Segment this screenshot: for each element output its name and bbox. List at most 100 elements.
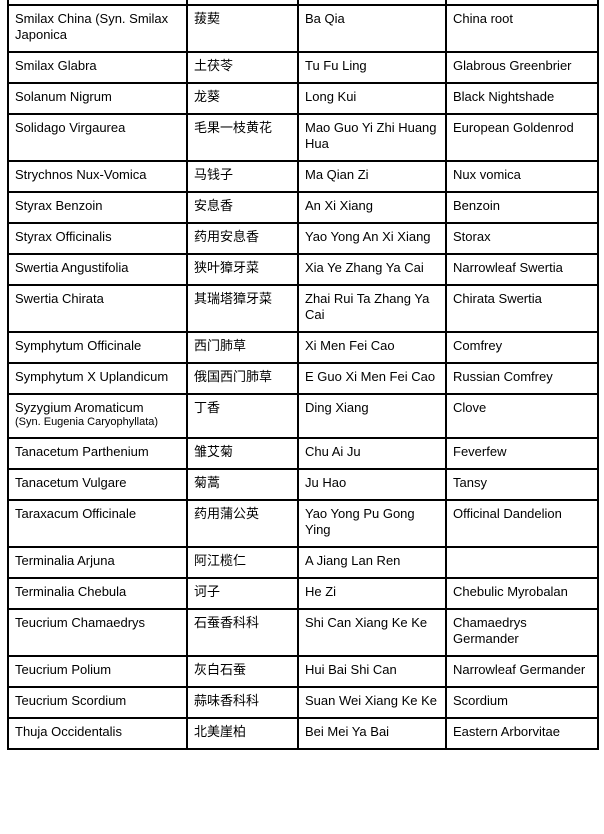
table-row: Strychnos Nux-Vomica 马钱子 Ma Qian Zi Nux vom…	[7, 160, 599, 193]
cell-chinese-name: 其瑞塔獐牙菜	[186, 284, 299, 333]
cell-pinyin: Shi Can Xiang Ke Ke	[297, 608, 447, 657]
cell-chinese-name-text: 雏艾菊	[194, 444, 234, 459]
cell-chinese-name: 灰白石蚕	[186, 655, 299, 688]
cell-pinyin-text: Xi Men Fei Cao	[305, 338, 395, 353]
cell-chinese-name: 药用安息香	[186, 222, 299, 255]
table-row: Thuja Occidentalis 北美崖柏 Bei Mei Ya Bai East…	[7, 717, 599, 750]
cell-chinese-name-text: 药用蒲公英	[194, 506, 260, 521]
cell-english-name-text: Chamaedrys Germander	[453, 615, 527, 646]
cell-english-name: Feverfew	[445, 437, 599, 470]
cell-pinyin: Long Kui	[297, 82, 447, 115]
cell-pinyin-text: Chu Ai Ju	[305, 444, 361, 459]
cell-english-name-text: Nux vomica	[453, 167, 521, 182]
cell-latin-name: Smilax China (Syn. Smilax Japonica	[7, 4, 188, 53]
cell-english-name-text: Chirata Swertia	[453, 291, 542, 306]
table-row: Tanacetum Vulgare 菊蒿 Ju Hao Tansy	[7, 468, 599, 501]
cell-english-name-text: Feverfew	[453, 444, 507, 459]
cell-latin-name: Taraxacum Officinale	[7, 499, 188, 548]
cell-chinese-name: 安息香	[186, 191, 299, 224]
cell-chinese-name-text: 土茯苓	[194, 58, 234, 73]
cell-chinese-name: 阿江榄仁	[186, 546, 299, 579]
table-row: Solanum Nigrum 龙葵 Long Kui Black Nightshade	[7, 82, 599, 115]
cell-latin-name: Teucrium Chamaedrys	[7, 608, 188, 657]
cell-pinyin: Yao Yong An Xi Xiang	[297, 222, 447, 255]
cell-chinese-name-text: 蒜味香科科	[194, 693, 260, 708]
cell-latin-name: Styrax Benzoin	[7, 191, 188, 224]
cell-latin-name-text: Tanacetum Parthenium	[15, 444, 149, 459]
cell-english-name-text: Comfrey	[453, 338, 503, 353]
cell-latin-name: Teucrium Polium	[7, 655, 188, 688]
cell-pinyin: Hui Bai Shi Can	[297, 655, 447, 688]
cell-pinyin-text: Mao Guo Yi Zhi Huang Hua	[305, 120, 437, 151]
cell-latin-name: Teucrium Scordium	[7, 686, 188, 719]
table-row: Teucrium Scordium 蒜味香科科 Suan Wei Xiang Ke …	[7, 686, 599, 719]
cell-latin-name: Styrax Officinalis	[7, 222, 188, 255]
cell-latin-name-text: Smilax Glabra	[15, 58, 97, 73]
cell-chinese-name: 石蚕香科科	[186, 608, 299, 657]
cell-pinyin-text: Yao Yong Pu Gong Ying	[305, 506, 415, 537]
cell-pinyin-text: Bei Mei Ya Bai	[305, 724, 390, 739]
cell-latin-name: Smilax Glabra	[7, 51, 188, 84]
cell-latin-name-text: Styrax Benzoin	[15, 198, 103, 213]
cell-english-name	[445, 546, 599, 579]
cell-english-name: Tansy	[445, 468, 599, 501]
cell-english-name-text: Russian Comfrey	[453, 369, 553, 384]
cell-latin-name: Symphytum Officinale	[7, 331, 188, 364]
cell-chinese-name: 雏艾菊	[186, 437, 299, 470]
cell-chinese-name-text: 阿江榄仁	[194, 553, 247, 568]
cell-english-name-text: Chebulic Myrobalan	[453, 584, 568, 599]
cell-pinyin-text: Suan Wei Xiang Ke Ke	[305, 693, 438, 708]
cell-latin-name-text: Teucrium Scordium	[15, 693, 127, 708]
cell-english-name: Narrowleaf Swertia	[445, 253, 599, 286]
cell-latin-name: Symphytum X Uplandicum	[7, 362, 188, 395]
cell-pinyin: Zhai Rui Ta Zhang Ya Cai	[297, 284, 447, 333]
cell-english-name-text: Glabrous Greenbrier	[453, 58, 572, 73]
cell-pinyin-text: An Xi Xiang	[305, 198, 373, 213]
cell-pinyin-text: Xia Ye Zhang Ya Cai	[305, 260, 424, 275]
table-row: Smilax China (Syn. Smilax Japonica 菝葜 Ba Q…	[7, 4, 599, 53]
table-row: Teucrium Polium 灰白石蚕 Hui Bai Shi Can Narrow…	[7, 655, 599, 688]
cell-latin-name: Thuja Occidentalis	[7, 717, 188, 750]
cell-latin-name-text: Teucrium Polium	[15, 662, 112, 677]
cell-latin-name: Solidago Virgaurea	[7, 113, 188, 162]
cell-english-name-text: Tansy	[453, 475, 487, 490]
cell-chinese-name-text: 石蚕香科科	[194, 615, 260, 630]
cell-english-name-text: Eastern Arborvitae	[453, 724, 560, 739]
cell-latin-name: Terminalia Chebula	[7, 577, 188, 610]
cell-pinyin: Ma Qian Zi	[297, 160, 447, 193]
cell-latin-name: Swertia Angustifolia	[7, 253, 188, 286]
cell-pinyin-text: Ba Qia	[305, 11, 345, 26]
cell-latin-name: Tanacetum Vulgare	[7, 468, 188, 501]
table-row: Solidago Virgaurea 毛果一枝黄花 Mao Guo Yi Zhi H…	[7, 113, 599, 162]
cell-pinyin: A Jiang Lan Ren	[297, 546, 447, 579]
table-row: Styrax Benzoin 安息香 An Xi Xiang Benzoin	[7, 191, 599, 224]
cell-english-name: Chamaedrys Germander	[445, 608, 599, 657]
cell-chinese-name-text: 药用安息香	[194, 229, 260, 244]
cell-pinyin: Tu Fu Ling	[297, 51, 447, 84]
cell-english-name-text: Black Nightshade	[453, 89, 555, 104]
cell-latin-name-text: Taraxacum Officinale	[15, 506, 137, 521]
cell-english-name-text: Narrowleaf Germander	[453, 662, 586, 677]
table-row: Swertia Angustifolia 狭叶獐牙菜 Xia Ye Zhang Ya…	[7, 253, 599, 286]
cell-chinese-name: 菝葜	[186, 4, 299, 53]
cell-chinese-name: 药用蒲公英	[186, 499, 299, 548]
cell-pinyin-text: A Jiang Lan Ren	[305, 553, 401, 568]
cell-pinyin: Ju Hao	[297, 468, 447, 501]
cell-pinyin: Mao Guo Yi Zhi Huang Hua	[297, 113, 447, 162]
table-row: Symphytum X Uplandicum 俄国西门肺草 E Guo Xi Men…	[7, 362, 599, 395]
table-row: Taraxacum Officinale 药用蒲公英 Yao Yong Pu Gon…	[7, 499, 599, 548]
cell-latin-name: Terminalia Arjuna	[7, 546, 188, 579]
partial-cell	[445, 0, 599, 6]
cell-chinese-name: 毛果一枝黄花	[186, 113, 299, 162]
partial-cell	[297, 0, 447, 6]
cell-chinese-name-text: 狭叶獐牙菜	[194, 260, 260, 275]
cell-pinyin: Xia Ye Zhang Ya Cai	[297, 253, 447, 286]
cell-latin-name-text: Syzygium Aromaticum	[15, 400, 144, 415]
cell-chinese-name-text: 菊蒿	[194, 475, 221, 490]
cell-english-name-text: Officinal Dandelion	[453, 506, 562, 521]
cell-chinese-name: 狭叶獐牙菜	[186, 253, 299, 286]
cell-pinyin: An Xi Xiang	[297, 191, 447, 224]
cell-pinyin-text: Long Kui	[305, 89, 357, 104]
cell-chinese-name: 蒜味香科科	[186, 686, 299, 719]
cell-latin-name-text: Tanacetum Vulgare	[15, 475, 127, 490]
